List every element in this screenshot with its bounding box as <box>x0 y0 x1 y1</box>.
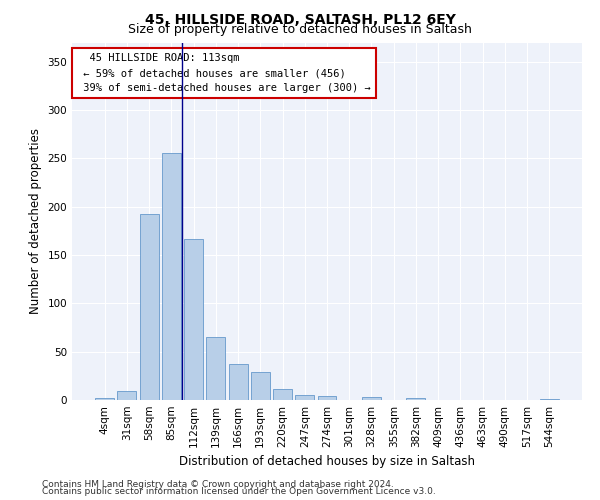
Bar <box>273 390 292 400</box>
Y-axis label: Number of detached properties: Number of detached properties <box>29 128 42 314</box>
Bar <box>362 397 381 400</box>
Bar <box>251 372 270 400</box>
Bar <box>206 337 225 400</box>
X-axis label: Distribution of detached houses by size in Saltash: Distribution of detached houses by size … <box>179 456 475 468</box>
Bar <box>406 398 425 400</box>
Bar <box>317 396 337 400</box>
Bar <box>229 364 248 400</box>
Text: 45, HILLSIDE ROAD, SALTASH, PL12 6EY: 45, HILLSIDE ROAD, SALTASH, PL12 6EY <box>145 12 455 26</box>
Text: Contains public sector information licensed under the Open Government Licence v3: Contains public sector information licen… <box>42 487 436 496</box>
Bar <box>118 392 136 400</box>
Text: Contains HM Land Registry data © Crown copyright and database right 2024.: Contains HM Land Registry data © Crown c… <box>42 480 394 489</box>
Text: Size of property relative to detached houses in Saltash: Size of property relative to detached ho… <box>128 22 472 36</box>
Bar <box>95 398 114 400</box>
Bar <box>540 399 559 400</box>
Bar <box>295 395 314 400</box>
Bar <box>140 214 158 400</box>
Text: 45 HILLSIDE ROAD: 113sqm
 ← 59% of detached houses are smaller (456)
 39% of sem: 45 HILLSIDE ROAD: 113sqm ← 59% of detach… <box>77 53 371 93</box>
Bar <box>162 152 181 400</box>
Bar <box>184 238 203 400</box>
